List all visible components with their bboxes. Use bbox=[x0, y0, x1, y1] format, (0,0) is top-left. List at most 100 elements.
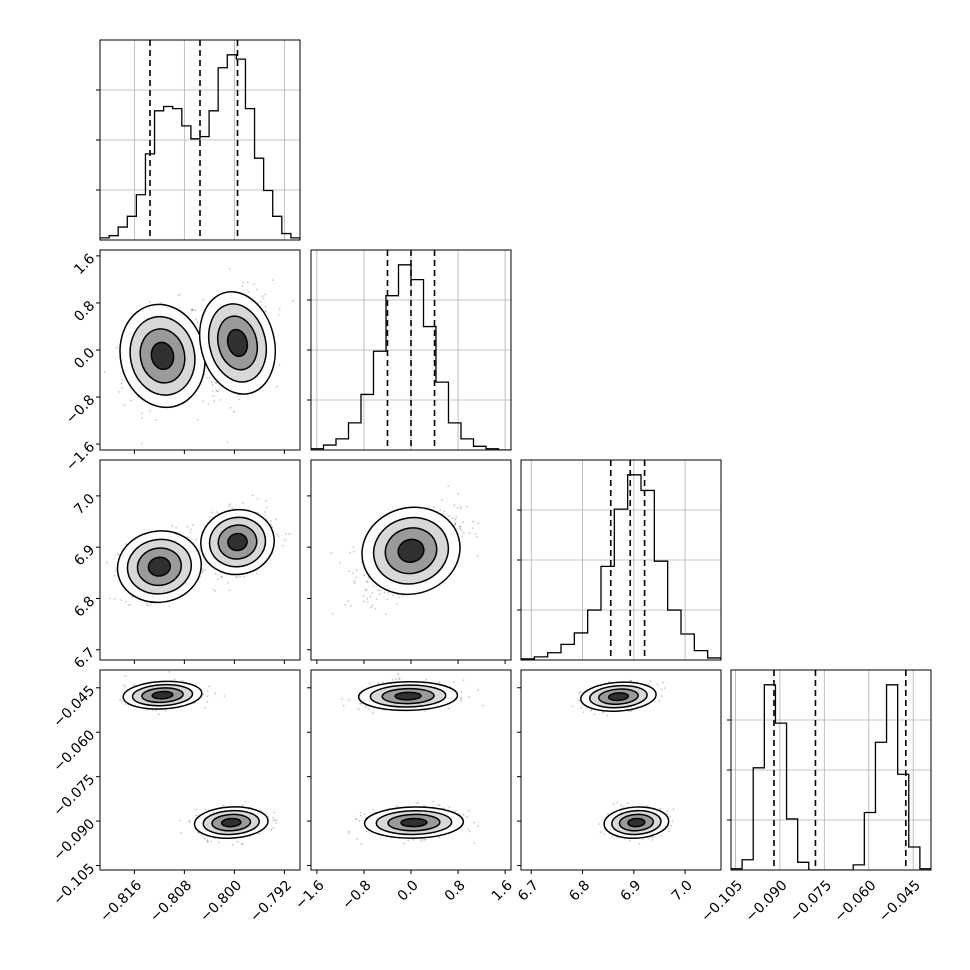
scatter-point bbox=[241, 804, 244, 807]
scatter-point bbox=[367, 708, 370, 711]
scatter-point bbox=[453, 680, 455, 683]
scatter-point bbox=[459, 507, 462, 510]
scatter-point bbox=[386, 598, 389, 601]
y-tick-label: −0.105 bbox=[50, 861, 98, 909]
scatter-point bbox=[352, 572, 355, 574]
density-shading bbox=[122, 680, 269, 839]
density-shading bbox=[116, 508, 275, 604]
scatter-point bbox=[191, 308, 194, 311]
scatter-point bbox=[663, 687, 666, 690]
scatter-point bbox=[662, 681, 664, 684]
x-tick-label: −0.060 bbox=[832, 877, 880, 925]
scatter-point bbox=[275, 385, 278, 388]
scatter-point bbox=[194, 309, 197, 311]
scatter-point bbox=[265, 309, 267, 312]
scatter-point bbox=[275, 518, 278, 521]
scatter-point bbox=[454, 809, 457, 812]
scatter-point bbox=[195, 814, 198, 817]
scatter-point bbox=[231, 843, 234, 846]
scatter-point bbox=[458, 525, 461, 528]
scatter-point bbox=[454, 522, 457, 524]
scatter-point bbox=[194, 318, 197, 321]
density-level bbox=[398, 539, 424, 563]
scatter-point bbox=[358, 820, 361, 822]
scatter-point bbox=[354, 576, 357, 579]
scatter-point bbox=[348, 570, 351, 573]
contour-line bbox=[147, 556, 172, 577]
scatter-point bbox=[273, 811, 276, 814]
scatter-point bbox=[392, 594, 394, 596]
x-tick-label: 6.8 bbox=[566, 877, 593, 904]
panel-0-0 bbox=[96, 39, 301, 241]
scatter-point bbox=[233, 410, 236, 413]
scatter-point bbox=[223, 695, 226, 698]
scatter-point bbox=[213, 400, 216, 403]
scatter-point bbox=[398, 677, 401, 680]
scatter-point bbox=[216, 390, 218, 393]
scatter-point bbox=[220, 575, 223, 578]
scatter-point bbox=[477, 522, 480, 525]
scatter-point bbox=[395, 603, 398, 605]
scatter-point bbox=[272, 826, 275, 829]
panel-2-1 bbox=[307, 459, 512, 664]
scatter-point bbox=[204, 808, 207, 811]
scatter-point bbox=[208, 515, 211, 518]
scatter-point bbox=[241, 842, 244, 845]
scatter-point bbox=[164, 709, 167, 712]
scatter-point bbox=[190, 528, 193, 531]
contour-line bbox=[150, 341, 175, 371]
scatter-point bbox=[241, 284, 244, 287]
scatter-point bbox=[123, 703, 126, 705]
scatter-point bbox=[115, 569, 117, 572]
scatter-point bbox=[352, 546, 355, 548]
scatter-point bbox=[236, 840, 239, 843]
scatter-point bbox=[375, 598, 378, 601]
scatter-point bbox=[371, 808, 374, 811]
scatter-point bbox=[251, 494, 254, 497]
density-shading bbox=[580, 681, 670, 839]
panel-frame bbox=[99, 39, 301, 241]
scatter-point bbox=[210, 511, 213, 514]
scatter-point bbox=[178, 819, 181, 822]
scatter-point bbox=[627, 710, 630, 713]
contour-line bbox=[198, 291, 277, 395]
scatter-point bbox=[199, 549, 202, 552]
scatter-point bbox=[459, 505, 462, 508]
histogram-step bbox=[521, 474, 721, 660]
scatter-point bbox=[228, 268, 231, 270]
y-tick-label: −0.075 bbox=[50, 772, 98, 820]
panel-frame bbox=[730, 669, 932, 871]
scatter-point bbox=[353, 550, 355, 553]
scatter-point bbox=[122, 684, 125, 687]
scatter-point bbox=[146, 709, 149, 711]
scatter-point bbox=[460, 690, 463, 693]
scatter-point bbox=[206, 701, 209, 703]
scatter-point bbox=[407, 839, 410, 842]
x-tick-label: −0.045 bbox=[876, 877, 924, 925]
scatter-point bbox=[403, 842, 406, 845]
scatter-point bbox=[439, 509, 442, 512]
scatter-point bbox=[222, 804, 225, 807]
scatter-point bbox=[475, 536, 478, 538]
scatter-point bbox=[191, 524, 194, 526]
scatter-point bbox=[217, 578, 219, 580]
contour-line bbox=[202, 809, 260, 836]
scatter-point bbox=[258, 832, 261, 835]
scatter-point bbox=[146, 604, 149, 607]
histogram-step bbox=[100, 54, 300, 240]
scatter-point bbox=[188, 821, 191, 823]
contour-line bbox=[220, 817, 242, 828]
scatter-point bbox=[356, 838, 359, 840]
contour-line bbox=[597, 688, 639, 706]
scatter-point bbox=[371, 604, 374, 607]
scatter-point bbox=[124, 601, 127, 603]
scatter-point bbox=[206, 377, 209, 380]
scatter-point bbox=[382, 681, 384, 684]
scatter-point bbox=[471, 527, 474, 530]
scatter-point bbox=[120, 382, 123, 385]
scatter-point bbox=[217, 390, 220, 393]
scatter-point bbox=[108, 597, 111, 600]
y-tick-label: −0.045 bbox=[50, 683, 98, 731]
scatter-point bbox=[424, 710, 427, 713]
contour-line bbox=[363, 806, 465, 839]
